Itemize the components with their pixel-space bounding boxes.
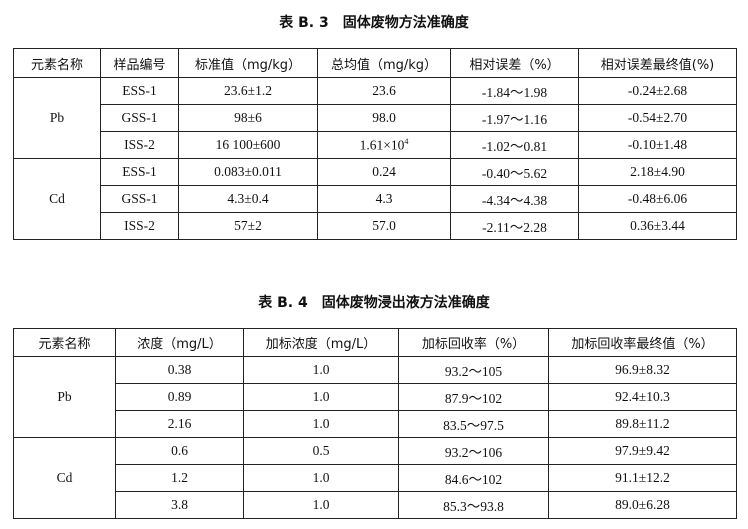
table-row: 0.89 1.0 87.9～102 92.4±10.3 <box>14 383 737 411</box>
table-cell: -1.84～1.98 <box>450 77 579 105</box>
table-b4-title: 表 B. 4 固体废物浸出液方法准确度 <box>258 295 490 311</box>
table-cell: -0.24±2.68 <box>578 77 737 105</box>
table-row: GSS-1 4.3±0.4 4.3 -4.34～4.38 -0.48±6.06 <box>14 185 737 213</box>
column-header: 浓度（mg/L） <box>115 328 244 357</box>
column-header: 标准值（mg/kg） <box>178 48 318 78</box>
table-cell: 92.4±10.3 <box>548 383 737 411</box>
table-cell: 85.3～93.8 <box>398 491 549 519</box>
table-cell: 1.61×104 <box>317 131 451 159</box>
table-row: GSS-1 98±6 98.0 -1.97～1.16 -0.54±2.70 <box>14 104 737 132</box>
table-cell: -0.48±6.06 <box>578 185 737 213</box>
table-cell: 0.24 <box>317 158 451 186</box>
table-cell: 3.8 <box>115 491 244 519</box>
table-cell: 98±6 <box>178 104 318 132</box>
table-b3: 元素名称 样品编号 标准值（mg/kg） 总均值（mg/kg） 相对误差（%） 相对误差最… <box>13 48 737 240</box>
table-cell: -0.10±1.48 <box>578 131 737 159</box>
table-cell: 1.0 <box>243 491 399 519</box>
table-cell: 0.6 <box>115 437 244 465</box>
table-cell: 1.0 <box>243 410 399 438</box>
table-cell: 57±2 <box>178 212 318 240</box>
table-cell: 16 100±600 <box>178 131 318 159</box>
table-cell: 87.9～102 <box>398 383 549 411</box>
header-row: 元素名称 浓度（mg/L） 加标浓度（mg/L） 加标回收率（%） 加标回收率最终值（%… <box>13 328 737 357</box>
table-cell: 1.0 <box>243 383 399 411</box>
table-cell: 83.5～97.5 <box>398 410 549 438</box>
table-cell: 2.16 <box>115 410 244 438</box>
column-header: 加标浓度（mg/L） <box>243 328 399 357</box>
table-cell: 96.9±8.32 <box>548 356 737 384</box>
table-row: 1.2 1.0 84.6～102 91.1±12.2 <box>14 464 737 492</box>
table-cell: ESS-1 <box>100 77 179 105</box>
element-cell: Cd <box>13 158 101 240</box>
table-cell: 91.1±12.2 <box>548 464 737 492</box>
table-cell: 1.2 <box>115 464 244 492</box>
element-cell: Pb <box>13 356 116 438</box>
table-b4: 元素名称 浓度（mg/L） 加标浓度（mg/L） 加标回收率（%） 加标回收率最终值（%… <box>13 328 737 519</box>
table-cell: 1.0 <box>243 464 399 492</box>
table-cell: -0.40～5.62 <box>450 158 579 186</box>
exponent: 4 <box>404 136 409 146</box>
table-cell: -1.02～0.81 <box>450 131 579 159</box>
table-row: ISS-2 57±2 57.0 -2.11～2.28 0.36±3.44 <box>14 212 737 240</box>
table-row: Pb 0.38 1.0 93.2～105 96.9±8.32 <box>13 356 737 438</box>
table-cell: -2.11～2.28 <box>450 212 579 240</box>
table-cell: 1.0 <box>243 356 399 384</box>
table-cell: 0.89 <box>115 383 244 411</box>
table-cell: GSS-1 <box>100 185 179 213</box>
element-cell: Pb <box>13 77 101 159</box>
table-cell: 4.3±0.4 <box>178 185 318 213</box>
column-header: 加标回收率（%） <box>398 328 549 357</box>
cell-value: 1.61×10 <box>359 137 405 153</box>
column-header: 元素名称 <box>13 48 101 78</box>
table-cell: 93.2～105 <box>398 356 549 384</box>
table-cell: -4.34～4.38 <box>450 185 579 213</box>
column-header: 相对误差最终值(%) <box>578 48 737 78</box>
header-row: 元素名称 样品编号 标准值（mg/kg） 总均值（mg/kg） 相对误差（%） 相对误差最… <box>13 48 737 78</box>
table-cell: 93.2～106 <box>398 437 549 465</box>
table-cell: ESS-1 <box>100 158 179 186</box>
table-cell: 0.36±3.44 <box>578 212 737 240</box>
table-cell: GSS-1 <box>100 104 179 132</box>
table-cell: 84.6～102 <box>398 464 549 492</box>
table-row: Cd ESS-1 0.083±0.011 0.24 -0.40～5.62 2.18±4.9… <box>13 158 737 240</box>
table-cell: 89.0±6.28 <box>548 491 737 519</box>
table-cell: 4.3 <box>317 185 451 213</box>
column-header: 加标回收率最终值（%） <box>548 328 737 357</box>
table-cell: 23.6 <box>317 77 451 105</box>
element-cell: Cd <box>13 437 116 519</box>
table-cell: 2.18±4.90 <box>578 158 737 186</box>
table-row: 2.16 1.0 83.5～97.5 89.8±11.2 <box>14 410 737 438</box>
column-header: 总均值（mg/kg） <box>317 48 451 78</box>
table-cell: 98.0 <box>317 104 451 132</box>
table-b3-title: 表 B. 3 固体废物方法准确度 <box>279 15 469 31</box>
table-row: Pb ESS-1 23.6±1.2 23.6 -1.84～1.98 -0.24±2.68 <box>13 77 737 159</box>
table-cell: ISS-2 <box>100 131 179 159</box>
column-header: 相对误差（%） <box>450 48 579 78</box>
table-row: Cd 0.6 0.5 93.2～106 97.9±9.42 <box>13 437 737 519</box>
table-cell: 89.8±11.2 <box>548 410 737 438</box>
table-cell: -1.97～1.16 <box>450 104 579 132</box>
table-cell: 57.0 <box>317 212 451 240</box>
column-header: 元素名称 <box>13 328 116 357</box>
table-cell: 0.38 <box>115 356 244 384</box>
table-cell: 0.5 <box>243 437 399 465</box>
column-header: 样品编号 <box>100 48 179 78</box>
table-cell: -0.54±2.70 <box>578 104 737 132</box>
table-cell: 0.083±0.011 <box>178 158 318 186</box>
table-cell: ISS-2 <box>100 212 179 240</box>
table-cell: 97.9±9.42 <box>548 437 737 465</box>
table-row: 3.8 1.0 85.3～93.8 89.0±6.28 <box>14 491 737 519</box>
table-row: ISS-2 16 100±600 1.61×104 -1.02～0.81 -0.10±1… <box>14 131 737 159</box>
table-cell: 23.6±1.2 <box>178 77 318 105</box>
